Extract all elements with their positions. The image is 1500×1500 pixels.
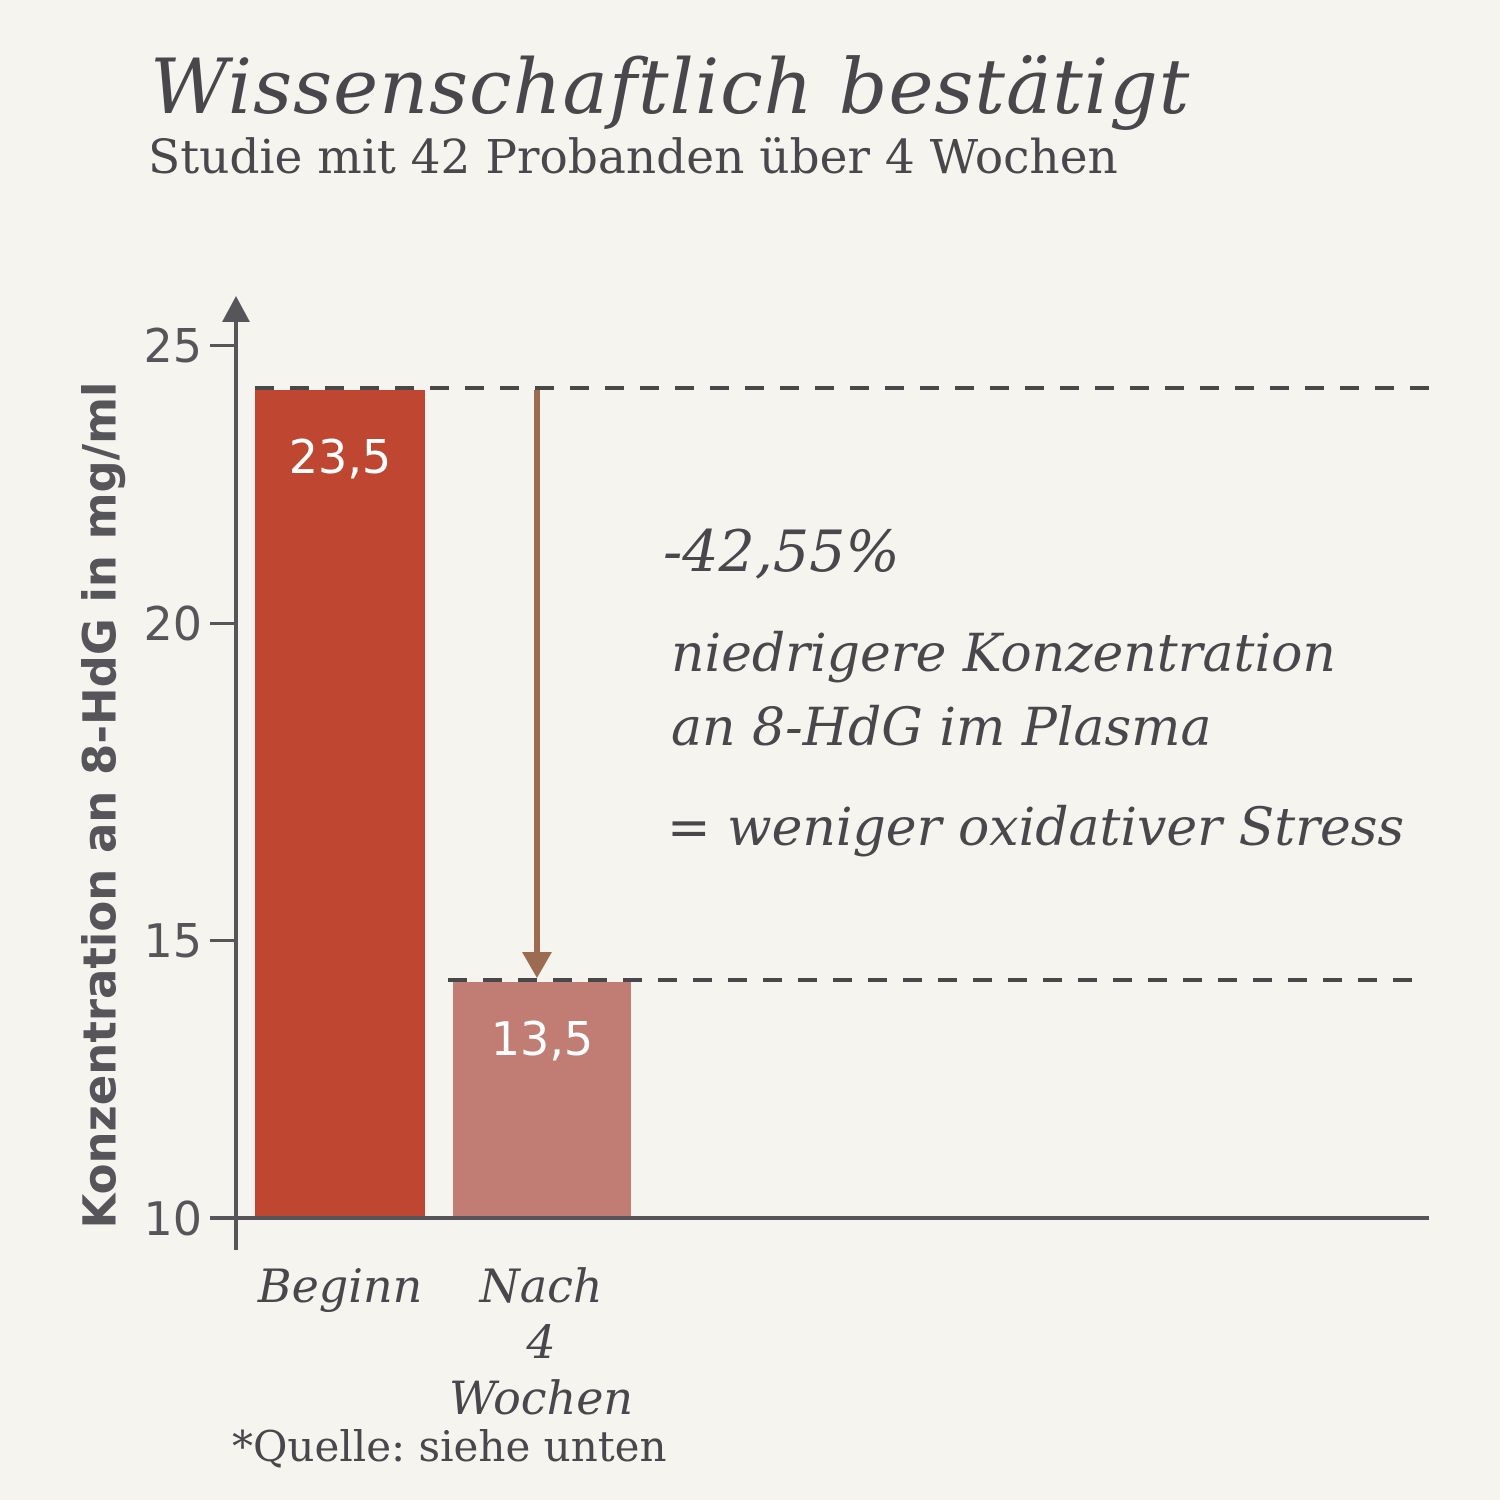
reference-line-start-value — [255, 386, 1437, 390]
x-label-nach-line1: Nach — [479, 1259, 603, 1313]
y-tick-label-25: 25 — [143, 319, 202, 373]
decrease-arrow-line — [534, 390, 540, 956]
y-tick-20 — [210, 622, 236, 625]
y-tick-label-20: 20 — [143, 597, 202, 651]
y-tick-label-10: 10 — [143, 1192, 202, 1246]
y-axis-line — [234, 302, 238, 1250]
page-subtitle: Studie mit 42 Probanden über 4 Wochen — [148, 130, 1118, 185]
y-axis-arrowhead-icon — [222, 296, 250, 322]
bar-beginn-value-label: 23,5 — [288, 430, 392, 484]
decrease-arrow-head-icon — [522, 952, 552, 978]
bar-nach-value-label: 13,5 — [490, 1012, 594, 1066]
x-label-beginn-line1: Beginn — [257, 1259, 423, 1313]
bar-nach-4-wochen: 13,5 — [453, 982, 631, 1217]
x-axis-line — [210, 1216, 1429, 1220]
y-axis-title: Konzentration an 8-HdG in mg/ml — [73, 381, 127, 1229]
bar-beginn: 23,5 — [255, 390, 425, 1217]
x-label-nach-line2: 4 Wochen — [448, 1315, 634, 1425]
reference-line-after-value — [448, 978, 1417, 982]
source-note: *Quelle: siehe unten — [232, 1422, 667, 1471]
annotation-concentration-line1: niedrigere Konzentration — [671, 624, 1336, 684]
page-title: Wissenschaftlich bestätigt — [150, 42, 1191, 131]
annotation-less-stress: = weniger oxidativer Stress — [667, 798, 1405, 858]
x-label-nach-4-wochen: Nach 4 Wochen — [441, 1258, 641, 1426]
y-tick-label-15: 15 — [143, 914, 202, 968]
x-label-beginn: Beginn — [255, 1258, 425, 1314]
y-tick-15 — [210, 939, 236, 942]
y-tick-25 — [210, 344, 236, 347]
annotation-concentration-line2: an 8-HdG im Plasma — [671, 698, 1212, 758]
annotation-percent: -42,55% — [663, 519, 900, 585]
